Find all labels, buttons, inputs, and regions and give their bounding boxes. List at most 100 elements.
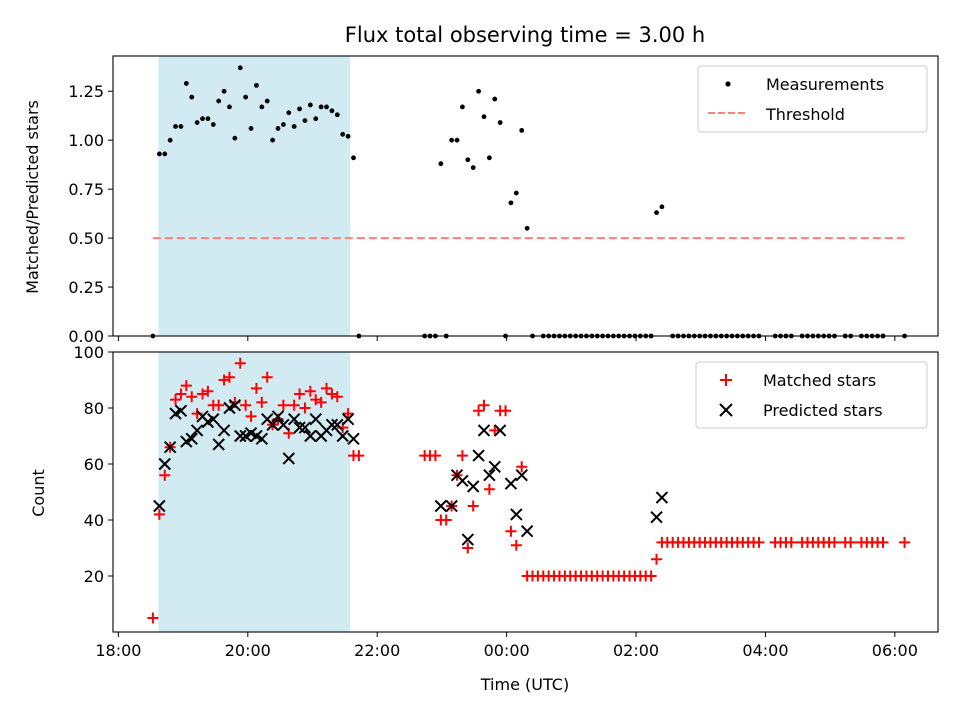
matched-star-point bbox=[440, 514, 452, 526]
matched-star-point bbox=[489, 424, 501, 436]
matched-star-point bbox=[429, 450, 441, 462]
matched-star-point bbox=[245, 410, 257, 422]
top-legend-box bbox=[697, 65, 928, 133]
measurement-point bbox=[189, 94, 195, 100]
matched-stars-legend-label: Matched stars bbox=[763, 371, 876, 390]
matched-stars-legend-marker bbox=[720, 374, 732, 386]
matched-star-point bbox=[256, 396, 268, 408]
predicted-star-point bbox=[456, 474, 469, 488]
measurement-point bbox=[178, 124, 184, 129]
matched-star-point bbox=[304, 385, 316, 397]
measurement-point bbox=[654, 210, 659, 216]
measurement-point bbox=[248, 126, 254, 131]
measurement-point bbox=[254, 82, 259, 88]
matched-star-point bbox=[505, 525, 517, 537]
measurement-point bbox=[470, 165, 476, 171]
top-y-tick-label: 0.25 bbox=[68, 278, 104, 297]
measurement-point bbox=[324, 104, 329, 110]
measurement-point bbox=[291, 124, 297, 129]
predicted-star-point bbox=[331, 418, 344, 432]
measurement-point bbox=[280, 122, 286, 127]
x-tick-label: 20:00 bbox=[225, 641, 271, 660]
predicted-star-point bbox=[461, 533, 475, 546]
measurement-point bbox=[476, 88, 481, 94]
predicted-star-point bbox=[341, 412, 355, 426]
measurement-point bbox=[183, 81, 189, 86]
measurement-point bbox=[205, 116, 211, 122]
matched-star-point bbox=[288, 399, 300, 411]
bottom-legend-box bbox=[695, 361, 928, 429]
predicted-star-point bbox=[185, 432, 198, 446]
predicted-star-point bbox=[466, 480, 480, 493]
matched-star-point bbox=[202, 385, 214, 397]
predicted-star-point bbox=[266, 418, 279, 432]
matched-star-point bbox=[645, 570, 657, 582]
measurement-point bbox=[329, 108, 335, 114]
predicted-star-point bbox=[309, 412, 322, 426]
matched-star-point bbox=[299, 402, 311, 414]
measurement-point bbox=[486, 155, 492, 161]
x-tick-label: 06:00 bbox=[872, 641, 918, 660]
matched-star-point bbox=[500, 405, 512, 417]
predicted-star-point bbox=[477, 424, 491, 437]
predicted-star-point bbox=[515, 468, 528, 482]
matched-star-point bbox=[147, 612, 159, 624]
measurement-point bbox=[524, 225, 530, 231]
top-chart-title: Flux total observing time = 3.00 h bbox=[345, 23, 705, 47]
measurement-point bbox=[286, 110, 292, 116]
matched-star-point bbox=[186, 391, 198, 403]
matched-star-point bbox=[315, 396, 327, 408]
predicted-star-point bbox=[336, 429, 349, 443]
matched-star-point bbox=[294, 388, 306, 400]
matched-star-point bbox=[845, 536, 857, 548]
measurement-point bbox=[345, 133, 351, 139]
matched-star-point bbox=[342, 408, 354, 420]
measurement-point bbox=[232, 135, 238, 141]
measurement-point bbox=[438, 161, 444, 167]
top-x-ticks bbox=[117, 336, 896, 341]
predicted-star-point bbox=[163, 440, 177, 454]
measurement-point bbox=[508, 200, 514, 206]
matched-star-point bbox=[261, 371, 273, 383]
measurement-point bbox=[270, 137, 276, 143]
measurement-point bbox=[497, 120, 503, 125]
predicted-star-point bbox=[287, 412, 301, 426]
predicted-star-point bbox=[217, 424, 231, 437]
predicted-star-point bbox=[304, 429, 317, 443]
matched-star-point bbox=[234, 357, 246, 369]
measurement-point bbox=[173, 124, 178, 129]
measurement-points bbox=[150, 65, 907, 339]
measurement-point bbox=[243, 94, 249, 100]
measurement-point bbox=[275, 126, 281, 131]
matched-star-point bbox=[478, 399, 490, 411]
top-y-tick-label: 0.75 bbox=[68, 180, 104, 199]
predicted-star-point bbox=[228, 398, 242, 412]
predicted-star-point bbox=[488, 460, 501, 474]
predicted-star-point bbox=[504, 477, 518, 490]
measurement-point bbox=[465, 157, 471, 163]
measurement-point bbox=[659, 204, 665, 210]
predicted-star-point bbox=[174, 404, 188, 418]
bottom-x-ticks: 18:00 20:00 22:00 00:00 02:00 04:00 06:00 bbox=[95, 632, 918, 660]
predicted-star-point bbox=[347, 432, 360, 446]
measurement-point bbox=[313, 116, 319, 122]
matched-star-point bbox=[462, 542, 474, 554]
matched-star-point bbox=[456, 450, 468, 462]
measurement-point bbox=[162, 151, 168, 157]
predicted-star-point bbox=[212, 438, 225, 451]
measurement-point bbox=[156, 151, 162, 157]
predicted-star-point bbox=[293, 421, 306, 434]
measurement-point bbox=[221, 88, 227, 94]
measurement-point bbox=[307, 102, 313, 108]
matched-star-point bbox=[223, 371, 235, 383]
matched-star-point bbox=[153, 508, 165, 520]
x-tick-label: 02:00 bbox=[613, 641, 659, 660]
matched-star-point bbox=[180, 380, 192, 392]
x-tick-label: 22:00 bbox=[354, 641, 400, 660]
top-legend: Measurements Threshold bbox=[697, 65, 928, 133]
matched-star-point bbox=[240, 399, 252, 411]
matched-star-point bbox=[331, 391, 343, 403]
measurements-legend-marker bbox=[725, 81, 731, 87]
predicted-star-point bbox=[190, 424, 204, 437]
